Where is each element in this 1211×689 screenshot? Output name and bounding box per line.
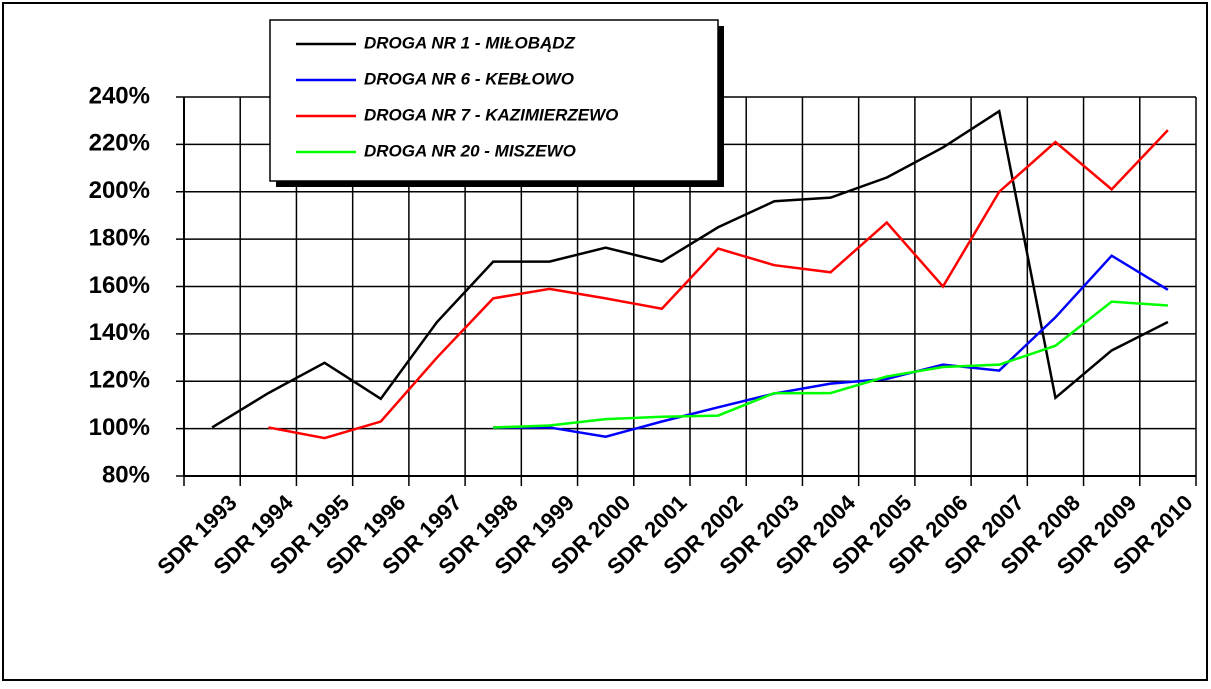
y-tick-label: 220% [89,130,150,157]
y-tick-label: 100% [89,414,150,441]
y-tick-label: 160% [89,272,150,299]
legend: DROGA NR 1 - MIŁOBĄDZ DROGA NR 6 - KEBŁOW… [269,19,724,187]
legend-label: DROGA NR 1 - MIŁOBĄDZ [364,33,576,52]
y-tick-label: 140% [89,319,150,346]
series-line [268,129,1169,440]
legend-label: DROGA NR 6 - KEBŁOWO [364,69,574,88]
series-line [493,300,1168,429]
series-line [493,254,1169,438]
y-tick-label: 80% [102,461,150,488]
y-tick-label: 200% [89,177,150,204]
y-tick-label: 240% [89,82,150,109]
y-tick-label: 180% [89,224,150,251]
y-tick-label: 120% [89,367,150,394]
legend-label: DROGA NR 20 - MISZEWO [364,141,576,160]
series-line [211,109,1169,429]
legend-label: DROGA NR 7 - KAZIMIERZEWO [364,105,618,124]
legend-box [269,19,719,182]
